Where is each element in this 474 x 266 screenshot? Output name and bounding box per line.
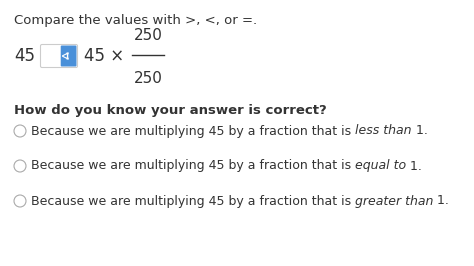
Text: Compare the values with >, <, or =.: Compare the values with >, <, or =. (14, 14, 257, 27)
Text: Because we are multiplying 45 by a fraction that is: Because we are multiplying 45 by a fract… (31, 160, 355, 172)
Text: 1.: 1. (411, 124, 428, 138)
Circle shape (14, 160, 26, 172)
Text: less than: less than (355, 124, 411, 138)
Text: 1.: 1. (434, 194, 449, 207)
Text: How do you know your answer is correct?: How do you know your answer is correct? (14, 104, 327, 117)
FancyBboxPatch shape (40, 44, 78, 68)
Text: 250: 250 (134, 28, 163, 43)
FancyBboxPatch shape (61, 45, 76, 66)
Text: Because we are multiplying 45 by a fraction that is: Because we are multiplying 45 by a fract… (31, 124, 355, 138)
Text: greater than: greater than (355, 194, 434, 207)
Circle shape (14, 195, 26, 207)
Text: 45: 45 (14, 47, 35, 65)
Text: equal to: equal to (355, 160, 406, 172)
Circle shape (14, 125, 26, 137)
Text: 45 ×: 45 × (84, 47, 124, 65)
Text: 250: 250 (134, 71, 163, 86)
Text: 1.: 1. (406, 160, 422, 172)
Text: Because we are multiplying 45 by a fraction that is: Because we are multiplying 45 by a fract… (31, 194, 355, 207)
